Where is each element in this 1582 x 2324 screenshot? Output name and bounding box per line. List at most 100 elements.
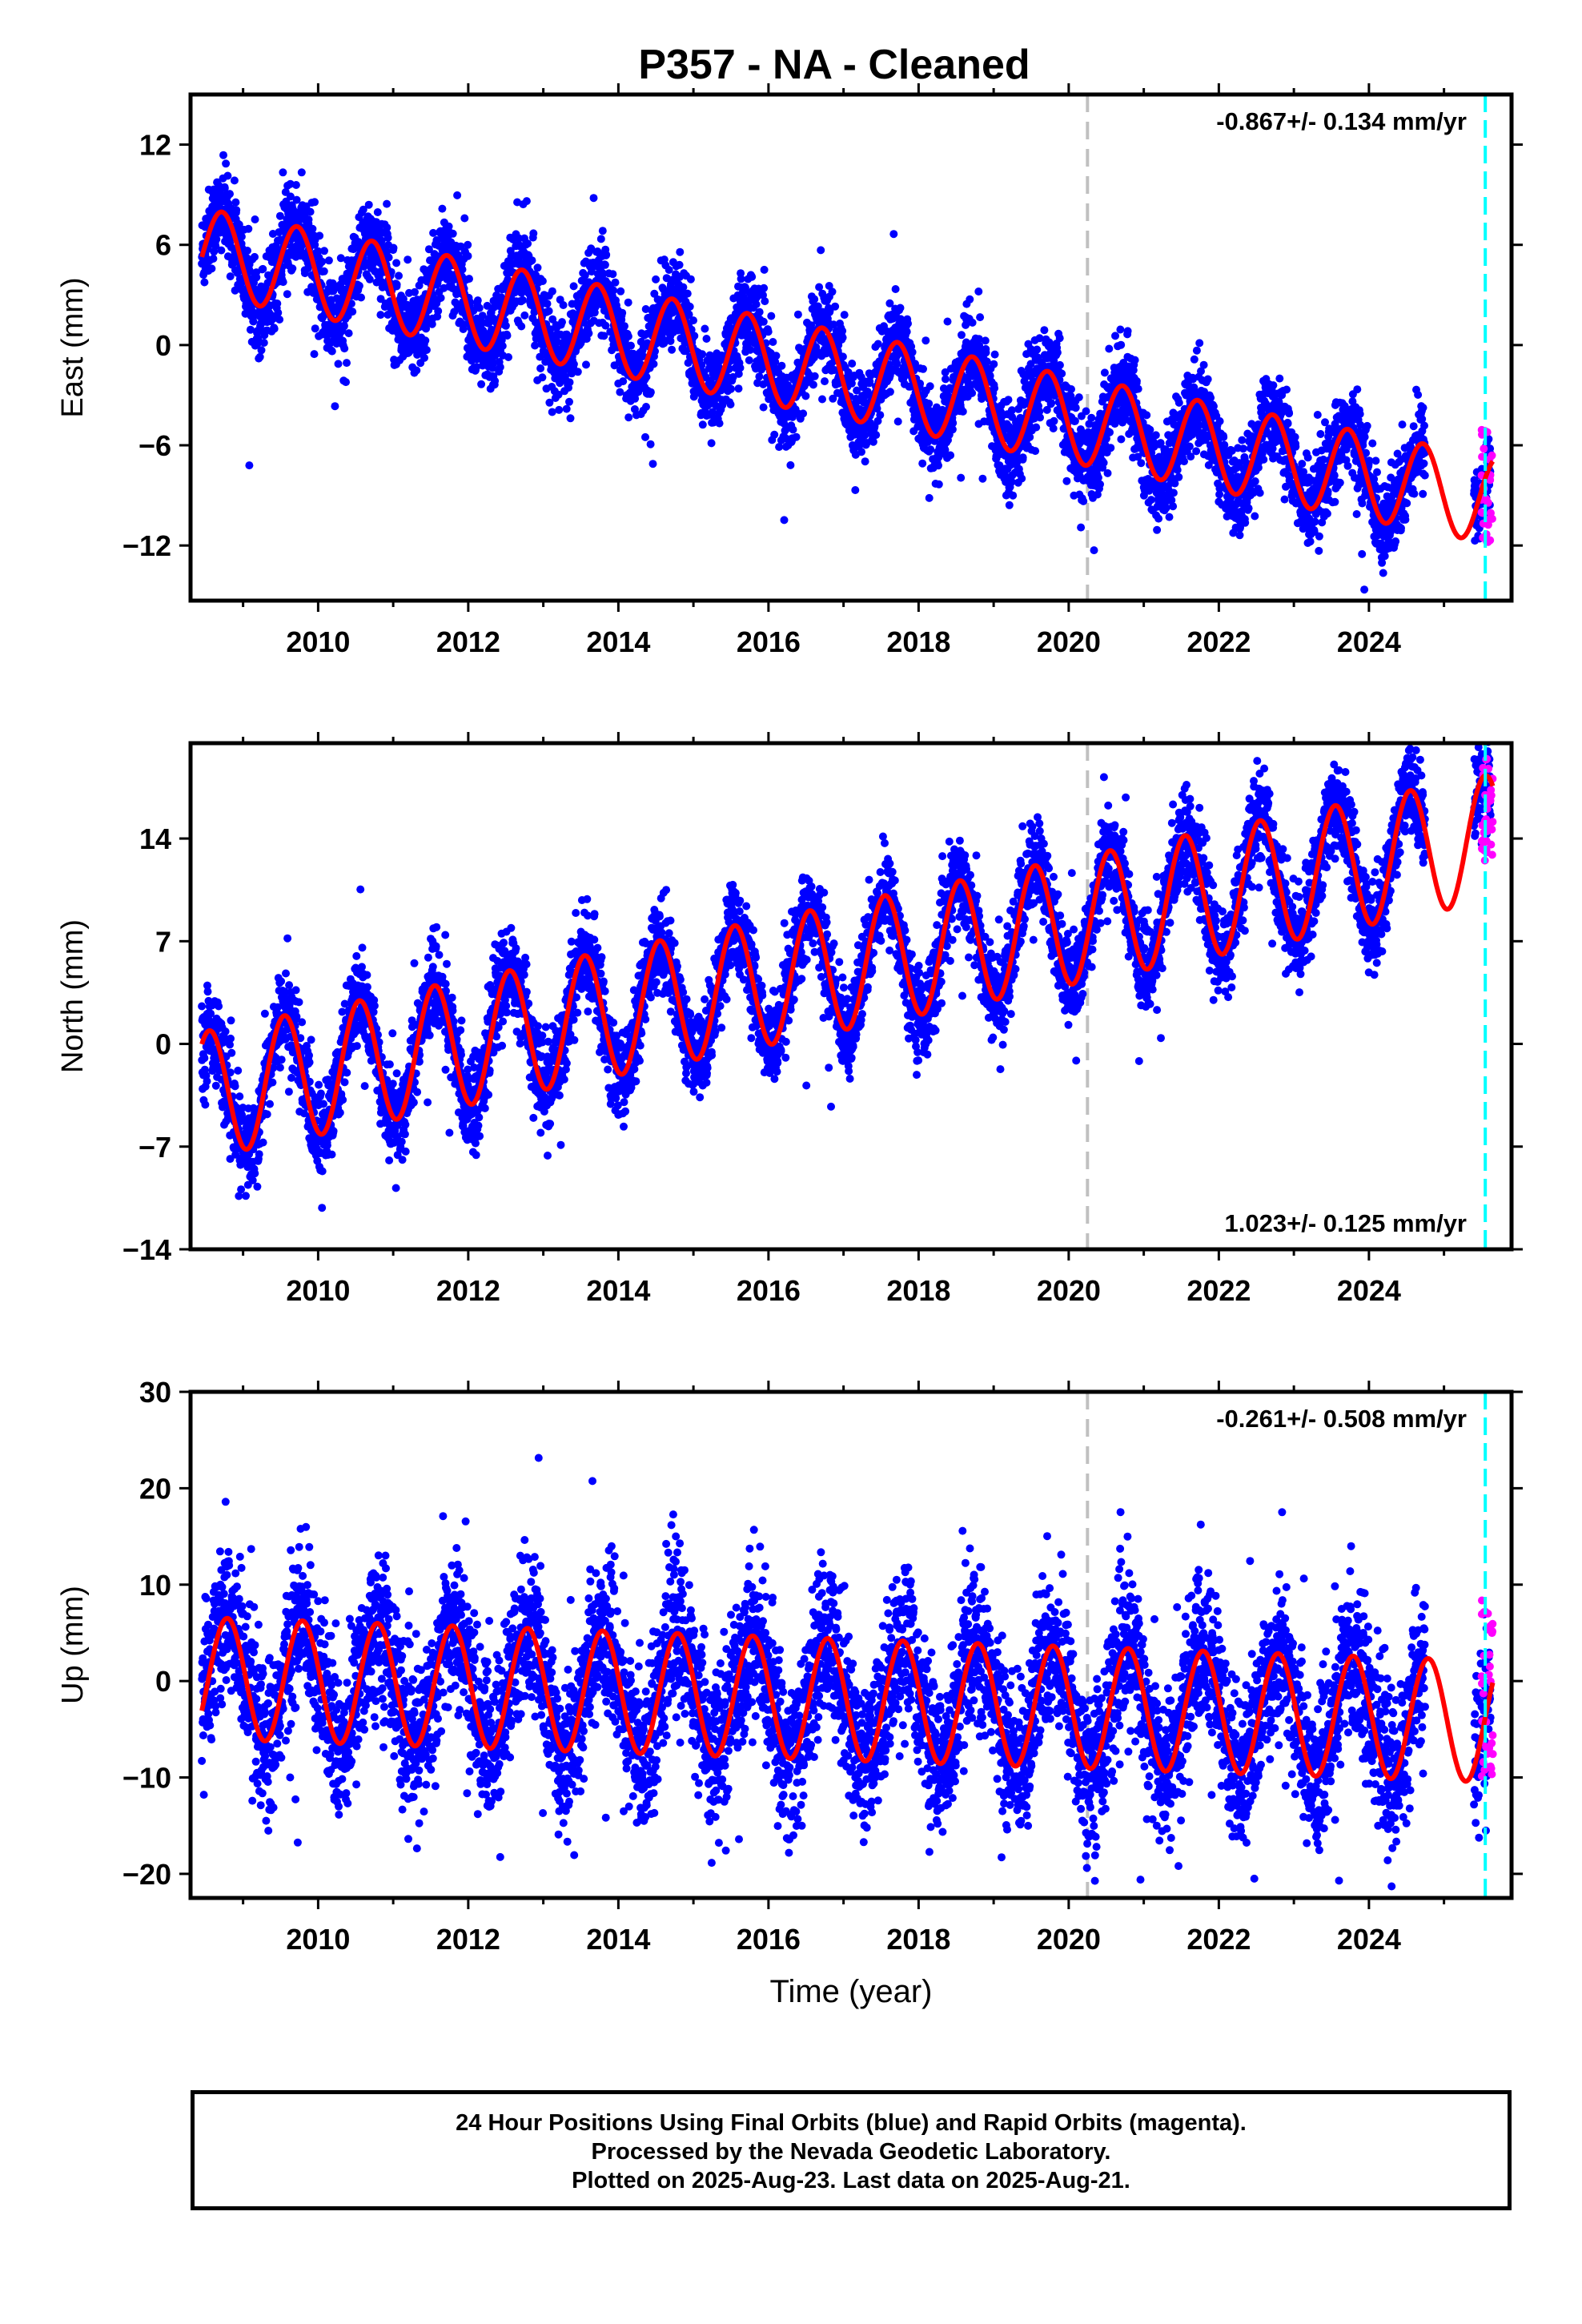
data-point-final: [223, 171, 232, 180]
final-orbit-points: [198, 151, 1495, 594]
data-point-final: [761, 297, 769, 306]
data-point-final: [698, 420, 707, 429]
data-point-final: [755, 372, 764, 381]
data-point-final: [759, 317, 768, 326]
data-point-final: [565, 397, 573, 406]
data-point-final: [538, 373, 547, 382]
data-point-final: [982, 357, 991, 366]
data-point-final: [1071, 404, 1080, 412]
data-point-final: [1005, 501, 1014, 509]
data-point-final: [252, 273, 261, 282]
data-point-final: [690, 332, 699, 340]
data-point-final: [775, 443, 784, 452]
data-point-final: [642, 372, 651, 381]
data-point-final: [916, 380, 925, 388]
data-point-final: [1219, 432, 1228, 441]
data-point-final: [554, 390, 563, 399]
data-point-final: [702, 335, 711, 343]
data-point-final: [893, 417, 902, 426]
data-point-final: [1055, 360, 1064, 369]
data-point-final: [246, 325, 255, 334]
data-point-final: [555, 405, 564, 414]
data-point-final: [815, 283, 824, 292]
data-point-final: [968, 388, 977, 397]
data-point-final: [1146, 425, 1154, 434]
data-point-final: [990, 360, 998, 368]
data-point-final: [1192, 447, 1201, 456]
data-point-final: [1100, 368, 1109, 377]
data-point-final: [764, 328, 773, 336]
data-point-final: [306, 207, 315, 216]
east-panel: 2010 2012 2014 2016 2018 2020 2022 20241260−6−1…: [56, 83, 1523, 658]
data-point-final: [355, 281, 363, 290]
data-point-final: [383, 223, 391, 232]
data-point-final: [661, 336, 669, 345]
data-point-final: [1049, 424, 1058, 432]
data-point-final: [925, 493, 934, 502]
data-point-final: [789, 412, 797, 421]
data-point-final: [269, 314, 278, 323]
data-point-final: [465, 275, 473, 283]
data-point-final: [741, 283, 749, 292]
data-point-final: [536, 364, 545, 372]
data-point-final: [873, 404, 881, 413]
data-point-final: [460, 214, 469, 223]
data-point-final: [1174, 398, 1183, 407]
data-point-final: [990, 350, 999, 359]
data-point-final: [589, 194, 598, 203]
data-point-final: [517, 322, 526, 331]
data-point-final: [288, 264, 297, 273]
data-point-final: [821, 377, 829, 386]
data-point-final: [237, 232, 246, 241]
data-point-final: [934, 461, 942, 470]
data-point-final: [315, 231, 324, 240]
data-point-final: [666, 336, 675, 345]
data-point-final: [624, 298, 632, 307]
data-point-final: [254, 334, 263, 343]
data-point-final: [373, 208, 382, 216]
data-point-final: [679, 283, 688, 292]
data-point-final: [904, 320, 912, 328]
data-point-final: [473, 296, 482, 305]
data-point-final: [584, 329, 593, 338]
data-point-final: [685, 302, 694, 311]
data-point-final: [1036, 413, 1044, 422]
data-point-final: [1070, 416, 1079, 425]
data-point-final: [981, 336, 990, 345]
data-point-final: [600, 260, 609, 269]
data-point-final: [1123, 327, 1132, 336]
data-point-final: [649, 360, 658, 368]
data-point-final: [948, 425, 957, 434]
data-point-final: [847, 379, 856, 388]
data-point-final: [207, 264, 216, 273]
data-point-final: [1018, 474, 1026, 483]
data-point-final: [420, 353, 428, 362]
data-point-final: [359, 205, 367, 214]
data-point-final: [652, 275, 661, 283]
data-point-final: [872, 431, 881, 440]
data-point-final: [646, 440, 655, 448]
data-point-final: [422, 324, 431, 333]
data-point-final: [339, 321, 348, 330]
data-point-final: [568, 369, 576, 378]
data-point-final: [646, 388, 655, 396]
data-point-final: [1207, 393, 1215, 402]
data-point-final: [1087, 413, 1096, 422]
data-point-final: [342, 378, 350, 387]
data-point-final: [942, 375, 950, 384]
data-point-final: [958, 407, 967, 416]
data-point-final: [611, 278, 620, 287]
data-point-final: [941, 368, 950, 376]
data-point-final: [736, 364, 745, 372]
data-point-final: [848, 360, 857, 368]
data-point-final: [902, 328, 911, 336]
data-point-final: [1040, 326, 1049, 335]
data-point-final: [364, 200, 373, 209]
data-point-final: [311, 198, 319, 207]
data-point-final: [1062, 476, 1071, 485]
data-point-final: [1058, 369, 1066, 378]
data-point-final: [429, 228, 438, 237]
data-point-final: [619, 377, 628, 386]
data-point-final: [1130, 356, 1139, 364]
